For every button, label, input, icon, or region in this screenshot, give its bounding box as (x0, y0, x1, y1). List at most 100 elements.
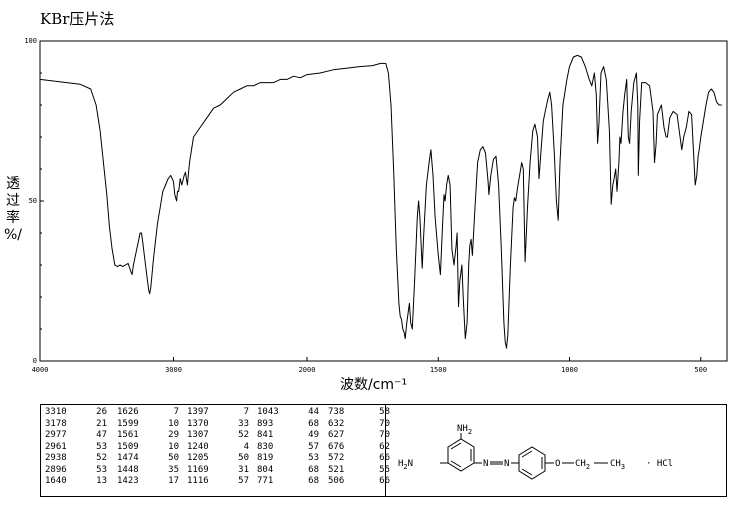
peak-transmittance: 66 (379, 453, 390, 463)
peak-row: 1240 4 (187, 442, 249, 454)
amino-left-label: H2N (398, 459, 413, 471)
peak-wavenumber: 2896 (45, 464, 67, 475)
peak-row: 1116 57 (187, 476, 249, 488)
peak-row: 3178 21 (45, 419, 107, 431)
ring-bond (521, 468, 533, 476)
peak-wavenumber: 1205 (187, 453, 209, 463)
peak-transmittance: 53 (96, 441, 107, 452)
peak-transmittance: 53 (96, 464, 107, 475)
azo-n2: N (504, 459, 509, 469)
peak-row: 1205 50 (187, 453, 249, 465)
peak-wavenumber: 841 (257, 430, 274, 440)
peak-wavenumber: 2977 (45, 430, 67, 440)
peak-wavenumber: 804 (257, 464, 274, 475)
peak-row: 2977 47 (45, 430, 107, 442)
x-axis-title: 波数/cm⁻¹ (340, 377, 408, 393)
x-tick-label: 3000 (165, 366, 182, 374)
peak-wavenumber: 1397 (187, 407, 209, 417)
peak-row: 3310 26 (45, 407, 107, 419)
oxygen-label: O (555, 459, 560, 469)
peak-wavenumber: 627 (328, 430, 345, 440)
peak-transmittance: 44 (308, 407, 319, 417)
peak-wavenumber: 1043 (257, 407, 279, 417)
peak-transmittance: 70 (379, 430, 390, 440)
peak-transmittance: 13 (96, 476, 107, 486)
peak-wavenumber: 893 (257, 418, 274, 429)
hcl-salt-label: · HCl (646, 459, 673, 469)
peak-row: 2938 52 (45, 453, 107, 465)
peak-wavenumber: 521 (328, 464, 345, 475)
peak-row: 819 53 (257, 453, 319, 465)
peak-column: 1397 7 1370 33 1307 52 1240 4 1205 50 1169 31 1116 57 (187, 407, 249, 488)
x-tick-label: 2000 (299, 366, 316, 374)
spectrum-line (39, 54, 722, 349)
peak-transmittance: 70 (379, 418, 390, 429)
series-group (39, 54, 722, 349)
page-title: KBr压片法 (40, 10, 115, 28)
peak-column: 738 58 632 70 627 70 676 62 572 66 521 55 506 66 (328, 407, 390, 488)
peak-row: 1423 17 (117, 476, 179, 488)
peak-row: 1043 44 (257, 407, 319, 419)
right-benzene-ring (518, 446, 546, 480)
peak-row: 1397 7 (187, 407, 249, 419)
y-tick-label: 0 (33, 357, 37, 365)
peak-wavenumber: 1116 (187, 476, 209, 486)
peak-transmittance: 10 (168, 441, 179, 452)
ring-bond (521, 450, 533, 458)
peak-row: 1599 10 (117, 419, 179, 431)
peak-transmittance: 55 (379, 464, 390, 475)
peak-wavenumber: 1561 (117, 430, 139, 440)
peak-wavenumber: 2938 (45, 453, 67, 463)
peak-row: 1370 33 (187, 419, 249, 431)
peak-transmittance: 68 (308, 476, 319, 486)
x-tick-label: 500 (694, 366, 707, 374)
peak-row: 841 49 (257, 430, 319, 442)
x-tick-label: 1500 (430, 366, 447, 374)
peak-transmittance: 31 (238, 464, 249, 475)
y-axis-ticks: 100 50 0 (24, 37, 44, 365)
peak-wavenumber: 1240 (187, 441, 209, 452)
ch3-label: CH3 (610, 459, 625, 471)
left-benzene-ring (447, 438, 475, 472)
peak-row: 676 62 (328, 442, 390, 454)
peak-row: 1169 31 (187, 465, 249, 477)
peak-column: 1043 44 893 68 841 49 830 57 819 53 804 68 771 68 (257, 407, 319, 488)
peak-row: 1509 10 (117, 442, 179, 454)
peak-transmittance: 57 (238, 476, 249, 486)
peak-row: 1307 52 (187, 430, 249, 442)
peak-row: 632 70 (328, 419, 390, 431)
peak-wavenumber: 1509 (117, 441, 139, 452)
peak-transmittance: 33 (238, 418, 249, 429)
peak-wavenumber: 1423 (117, 476, 139, 486)
peak-transmittance: 52 (238, 430, 249, 440)
peak-row: 2896 53 (45, 465, 107, 477)
peak-transmittance: 68 (308, 418, 319, 429)
peak-wavenumber: 572 (328, 453, 345, 463)
peak-wavenumber: 1169 (187, 464, 209, 475)
peak-transmittance: 52 (96, 453, 107, 463)
peak-column: 3310 26 3178 21 2977 47 2961 53 2938 52 2896 53 1640… (45, 407, 107, 488)
peak-wavenumber: 1307 (187, 430, 209, 440)
peak-transmittance: 29 (168, 430, 179, 440)
peak-transmittance: 68 (308, 464, 319, 475)
peak-transmittance: 21 (96, 418, 107, 429)
x-tick-label: 1000 (561, 366, 578, 374)
peak-wavenumber: 738 (328, 407, 345, 417)
amino-top-label: NH2 (457, 424, 472, 436)
azo-n1: N (483, 459, 488, 469)
peak-transmittance: 17 (168, 476, 179, 486)
peak-transmittance: 26 (96, 407, 107, 417)
peak-wavenumber: 1599 (117, 418, 139, 429)
peak-table: 3310 26 3178 21 2977 47 2961 53 2938 52 2896 53 1640… (40, 404, 390, 497)
peak-transmittance: 7 (243, 407, 249, 417)
ring-bond (450, 442, 462, 450)
structure-panel: NH2 H2N N N O CH2 CH3 · HCl (385, 404, 727, 497)
peak-wavenumber: 676 (328, 441, 345, 452)
peak-wavenumber: 1626 (117, 407, 139, 417)
peak-transmittance: 62 (379, 441, 390, 452)
peak-transmittance: 35 (168, 464, 179, 475)
peak-wavenumber: 771 (257, 476, 274, 486)
peak-wavenumber: 632 (328, 418, 345, 429)
peak-wavenumber: 1474 (117, 453, 139, 463)
